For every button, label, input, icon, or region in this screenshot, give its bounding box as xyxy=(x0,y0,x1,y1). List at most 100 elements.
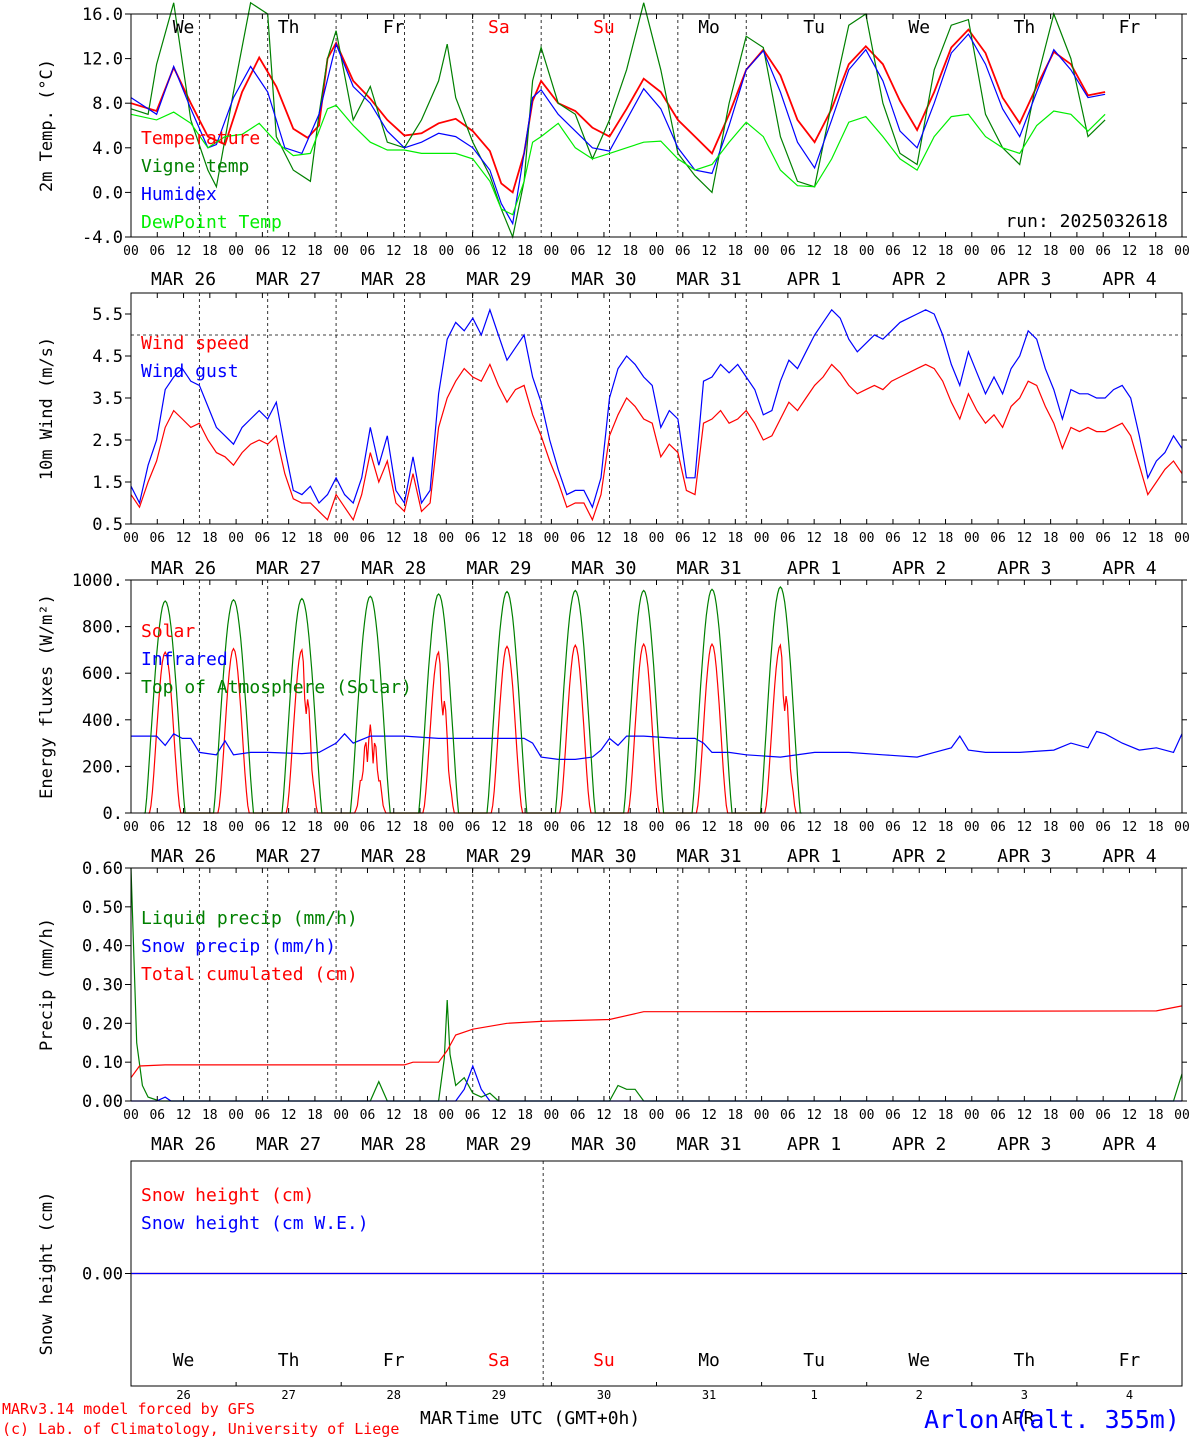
x-date-label: APR 3 xyxy=(997,846,1051,867)
x-hour-label: 06 xyxy=(780,820,796,835)
x-date-label: MAR 29 xyxy=(466,558,531,579)
x-hour-label: 12 xyxy=(701,244,717,259)
month-left-label: MAR xyxy=(420,1408,453,1429)
x-hour-label: 00 xyxy=(333,820,349,835)
x-hour-label: 18 xyxy=(622,531,638,546)
x-date-label: APR 2 xyxy=(892,846,946,867)
x-hour-label: 00 xyxy=(1174,820,1190,835)
x-date-label: MAR 27 xyxy=(256,846,321,867)
x-hour-label: 00 xyxy=(859,244,875,259)
panel-5: 0.00 Snow height (cm) Snow height (cm) Snow… xyxy=(37,1160,1187,1402)
x-date-label: APR 1 xyxy=(787,558,841,579)
panel-4: 0.00 0.10 0.20 0.30 0.40 0.50 0.60 Precip (mm/h… xyxy=(37,859,1190,1155)
y-tick-label: 600. xyxy=(82,664,123,684)
top-weekday-label: Su xyxy=(593,17,615,38)
legend-entry: Snow height (cm) xyxy=(141,1185,314,1206)
x-hour-label: 06 xyxy=(255,820,271,835)
day-number-label: 31 xyxy=(702,1388,716,1402)
x-date-label: MAR 28 xyxy=(361,269,426,290)
day-number-label: 29 xyxy=(492,1388,506,1402)
x-hour-label: 06 xyxy=(1095,244,1111,259)
x-hour-label: 18 xyxy=(1043,531,1059,546)
x-hour-label: 12 xyxy=(806,1108,822,1123)
x-hour-label: 12 xyxy=(1122,1108,1138,1123)
x-hour-label: 18 xyxy=(1043,1108,1059,1123)
x-hour-label: 18 xyxy=(622,1108,638,1123)
x-hour-label: 00 xyxy=(333,531,349,546)
x-hour-label: 12 xyxy=(491,244,507,259)
x-hour-label: 12 xyxy=(1122,531,1138,546)
x-hour-label: 12 xyxy=(596,820,612,835)
x-hour-label: 00 xyxy=(1069,820,1085,835)
x-hour-label: 00 xyxy=(544,244,560,259)
x-hour-label: 12 xyxy=(1017,820,1033,835)
legend-entry: DewPoint Temp xyxy=(141,212,282,233)
x-hour-label: 12 xyxy=(701,531,717,546)
x-date-label: MAR 30 xyxy=(571,269,636,290)
x-date-label: APR 4 xyxy=(1102,1134,1156,1155)
x-hour-label: 18 xyxy=(938,820,954,835)
weekday-label: Th xyxy=(1014,1350,1036,1371)
x-hour-label: 06 xyxy=(570,1108,586,1123)
day-number-label: 28 xyxy=(387,1388,401,1402)
x-hour-label: 12 xyxy=(911,820,927,835)
x-date-label: APR 3 xyxy=(997,558,1051,579)
x-date-label: MAR 28 xyxy=(361,846,426,867)
x-hour-label: 12 xyxy=(281,244,297,259)
x-hour-label: 12 xyxy=(701,1108,717,1123)
day-number-label: 1 xyxy=(811,1388,818,1402)
x-hour-label: 06 xyxy=(990,244,1006,259)
x-date-label: APR 4 xyxy=(1102,558,1156,579)
series-line-1-1 xyxy=(130,28,1106,194)
x-hour-label: 12 xyxy=(596,244,612,259)
x-hour-label: 18 xyxy=(727,1108,743,1123)
top-weekday-label: Mo xyxy=(698,17,720,38)
x-hour-label: 00 xyxy=(1069,244,1085,259)
x-hour-label: 12 xyxy=(281,531,297,546)
x-date-label: MAR 29 xyxy=(466,846,531,867)
top-weekday-label: Tu xyxy=(803,17,825,38)
x-hour-label: 06 xyxy=(149,1108,165,1123)
series-line-2-2 xyxy=(130,307,1183,509)
x-hour-label: 18 xyxy=(833,531,849,546)
x-hour-label: 18 xyxy=(412,244,428,259)
x-hour-label: 18 xyxy=(412,820,428,835)
x-hour-label: 18 xyxy=(517,531,533,546)
y-tick-label: 12.0 xyxy=(82,50,123,70)
day-number-label: 26 xyxy=(176,1388,190,1402)
x-date-label: MAR 31 xyxy=(677,1134,742,1155)
x-hour-label: 12 xyxy=(806,531,822,546)
x-hour-label: 06 xyxy=(780,244,796,259)
day-number-label: 27 xyxy=(281,1388,295,1402)
y-tick-label: 0.0 xyxy=(92,183,123,203)
x-hour-label: 00 xyxy=(123,531,139,546)
x-hour-label: 00 xyxy=(438,820,454,835)
x-hour-label: 12 xyxy=(1122,244,1138,259)
x-hour-label: 06 xyxy=(149,244,165,259)
legend-entry: Total cumulated (cm) xyxy=(141,964,358,985)
x-hour-label: 12 xyxy=(176,820,192,835)
x-hour-label: 12 xyxy=(911,531,927,546)
model-credit: MARv3.14 model forced by GFS xyxy=(2,1400,255,1418)
x-hour-label: 00 xyxy=(1174,531,1190,546)
y-axis-label: Energy fluxes (W/m²) xyxy=(37,594,57,799)
x-hour-label: 12 xyxy=(596,531,612,546)
x-hour-label: 18 xyxy=(938,531,954,546)
x-hour-label: 00 xyxy=(649,1108,665,1123)
x-hour-label: 18 xyxy=(1148,820,1164,835)
panel-3: 0. 200. 400. 600. 800. 1000. Energy fluxes (W/… xyxy=(37,571,1190,867)
x-hour-label: 06 xyxy=(885,244,901,259)
x-hour-label: 12 xyxy=(281,1108,297,1123)
legend-entry: Liquid precip (mm/h) xyxy=(141,908,358,929)
y-tick-label: 0.00 xyxy=(82,1092,123,1112)
x-hour-label: 06 xyxy=(675,244,691,259)
x-date-label: MAR 27 xyxy=(256,269,321,290)
x-hour-label: 12 xyxy=(491,531,507,546)
x-hour-label: 18 xyxy=(1148,531,1164,546)
x-hour-label: 06 xyxy=(570,531,586,546)
x-hour-label: 18 xyxy=(727,820,743,835)
y-tick-label: 1.5 xyxy=(92,473,123,493)
legend-entry: Vigne temp xyxy=(141,156,249,177)
x-hour-label: 18 xyxy=(412,1108,428,1123)
